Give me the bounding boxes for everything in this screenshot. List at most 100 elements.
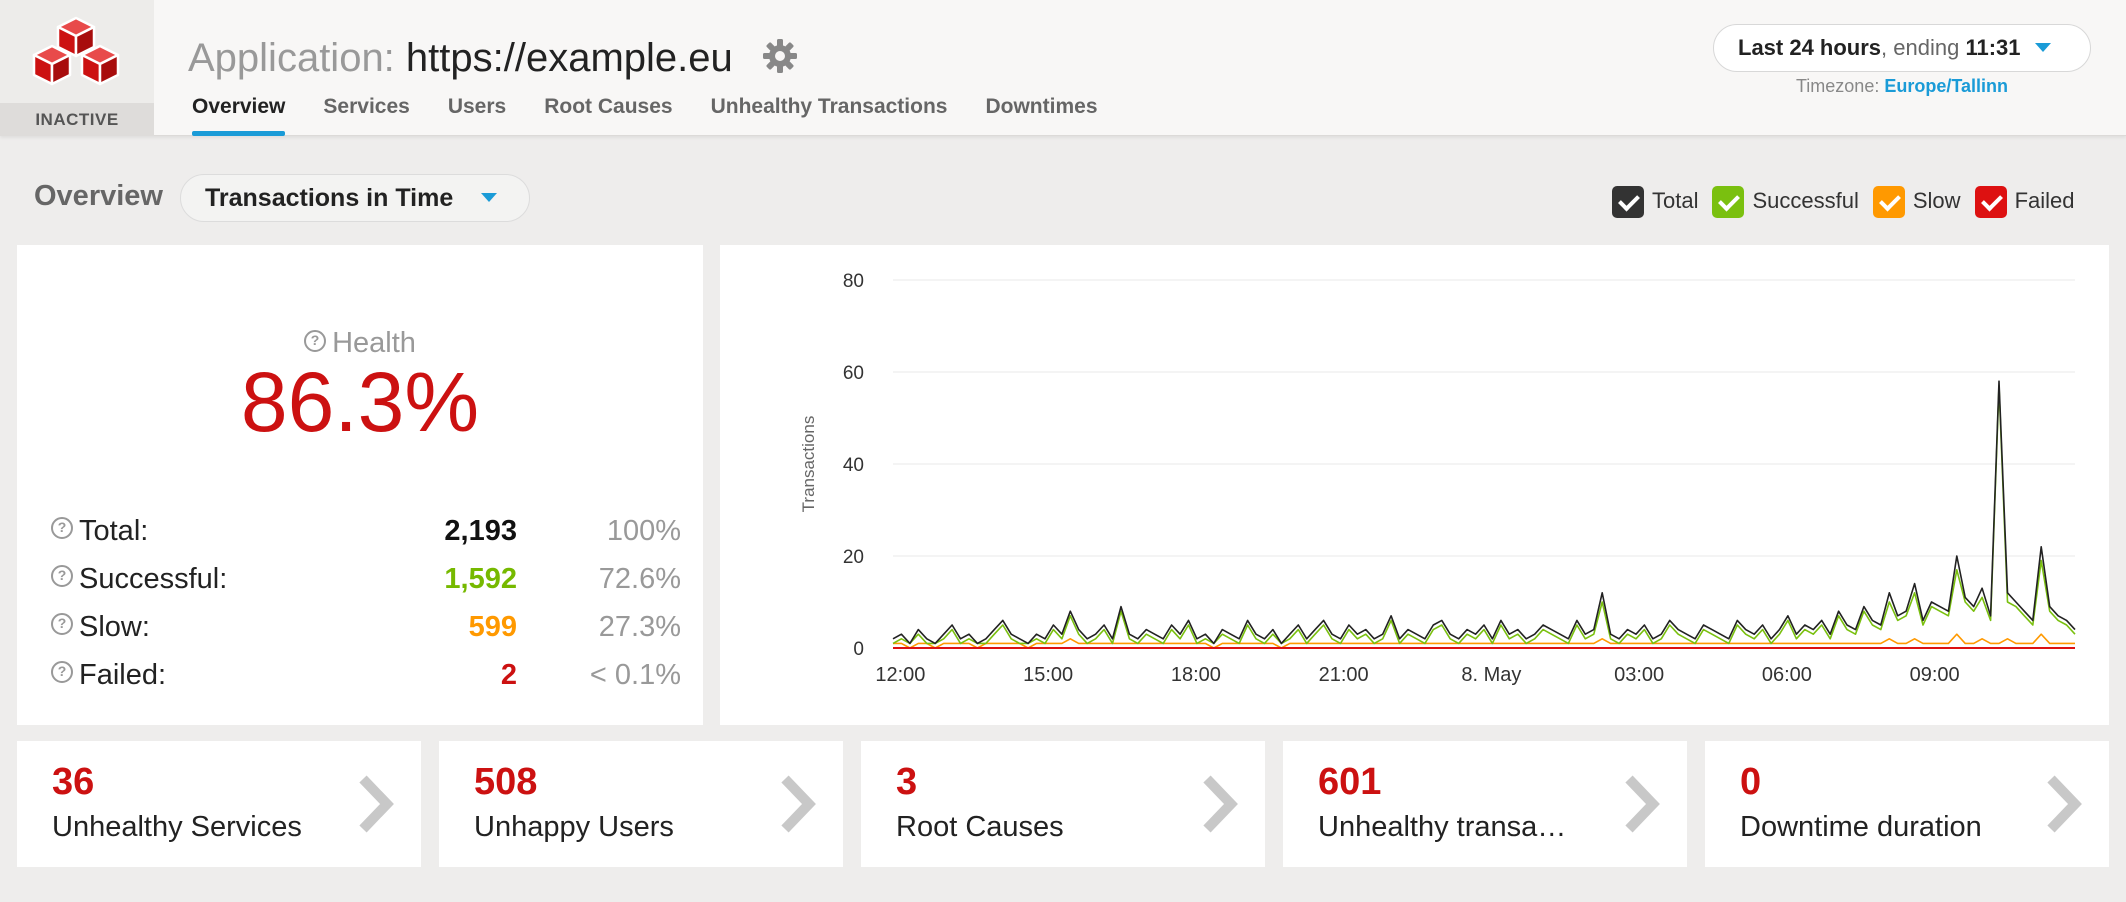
- tile-downtime-duration[interactable]: 0 Downtime duration: [1705, 741, 2109, 867]
- app-url: https://example.eu: [405, 36, 733, 80]
- checkbox-checked-icon: [1612, 186, 1644, 218]
- caret-down-icon: [481, 192, 498, 202]
- app-status-label: INACTIVE: [0, 103, 154, 136]
- series-line-total: [892, 380, 2076, 645]
- legend-successful[interactable]: Successful: [1712, 186, 1859, 218]
- legend-failed[interactable]: Failed: [1974, 186, 2075, 218]
- stat-percent: 100%: [606, 515, 681, 547]
- checkbox-checked-icon: [1974, 186, 2007, 218]
- checkbox-checked-icon: [1712, 186, 1745, 218]
- chevron-right-icon: [1625, 775, 1660, 833]
- main-tabs: Overview Services Users Root Causes Unhealth…: [192, 92, 1136, 136]
- x-tick-label: 18:00: [1171, 664, 1221, 686]
- chevron-right-icon: [781, 775, 816, 833]
- chart-legend: Total Successful Slow Failed: [1612, 186, 2074, 218]
- tab-users[interactable]: Users: [447, 95, 507, 118]
- x-tick-label: 12:00: [875, 664, 925, 686]
- tile-label: Unhealthy Services: [52, 811, 302, 843]
- stat-percent: 72.6%: [598, 563, 681, 595]
- x-tick-label: 03:00: [1614, 664, 1664, 686]
- y-tick-label: 0: [853, 639, 864, 660]
- health-stats: ? Total: 2,193 100% ? Successful: 1,592 72…: [51, 515, 681, 707]
- tab-downtimes[interactable]: Downtimes: [985, 95, 1098, 118]
- time-range-ending-text: , ending: [1881, 35, 1966, 60]
- tab-services[interactable]: Services: [323, 95, 410, 118]
- stat-percent: < 0.1%: [589, 659, 681, 691]
- tile-value: 0: [1740, 761, 1762, 803]
- app-title-label: Application:: [188, 36, 406, 80]
- tile-unhealthy-transactions[interactable]: 601 Unhealthy transa…: [1283, 741, 1687, 867]
- health-card: ? Health 86.3% ? Total: 2,193 100% ? Succes…: [17, 245, 703, 725]
- stat-name: Failed:: [79, 659, 167, 691]
- tile-label: Downtime duration: [1740, 811, 1982, 843]
- tile-value: 508: [474, 761, 538, 803]
- y-tick-label: 60: [843, 363, 864, 384]
- x-tick-label: 21:00: [1319, 664, 1369, 686]
- y-tick-label: 80: [843, 271, 864, 292]
- timezone-label: Timezone:: [1795, 76, 1885, 96]
- chevron-right-icon: [359, 775, 394, 833]
- app-logo-box[interactable]: INACTIVE: [0, 0, 154, 136]
- help-icon[interactable]: ?: [304, 330, 327, 353]
- stat-value: 599: [468, 611, 517, 643]
- view-select-dropdown[interactable]: Transactions in Time: [180, 174, 530, 222]
- overview-label: Overview: [34, 180, 163, 212]
- app-header: INACTIVE Application: https://example.eu…: [0, 0, 2126, 136]
- stat-row-failed: ? Failed: 2 < 0.1%: [51, 659, 681, 707]
- tile-unhappy-users[interactable]: 508 Unhappy Users: [439, 741, 843, 867]
- time-range-selector[interactable]: Last 24 hours, ending 11:31: [1713, 24, 2091, 72]
- health-value: 86.3%: [240, 355, 480, 449]
- chevron-right-icon: [2047, 775, 2082, 833]
- legend-label: Slow: [1912, 187, 1961, 213]
- stat-percent: 27.3%: [598, 611, 681, 643]
- time-range-period: Last 24 hours: [1738, 35, 1882, 60]
- tile-label: Root Causes: [896, 811, 1064, 843]
- gear-icon[interactable]: [762, 38, 798, 74]
- help-icon[interactable]: ?: [51, 565, 73, 588]
- view-select-value: Transactions in Time: [205, 184, 454, 212]
- stat-name: Successful:: [79, 563, 228, 595]
- timezone-link[interactable]: Europe/Tallinn: [1884, 76, 2009, 96]
- stat-row-slow: ? Slow: 599 27.3%: [51, 611, 681, 659]
- caret-down-icon: [2034, 42, 2051, 52]
- tile-label: Unhealthy transa…: [1318, 811, 1567, 843]
- x-tick-label: 09:00: [1910, 664, 1960, 686]
- tile-label: Unhappy Users: [474, 811, 674, 843]
- cubes-logo-icon: [32, 16, 120, 86]
- help-icon[interactable]: ?: [51, 661, 73, 684]
- stat-row-successful: ? Successful: 1,592 72.6%: [51, 563, 681, 611]
- tab-unhealthy-transactions[interactable]: Unhealthy Transactions: [710, 95, 948, 118]
- chevron-right-icon: [1203, 775, 1238, 833]
- legend-label: Failed: [2014, 187, 2075, 213]
- series-line-successful: [892, 385, 2076, 645]
- legend-label: Successful: [1752, 187, 1859, 213]
- transactions-chart[interactable]: 0 20 40 60 80 12:00 15:00 18:00 21:00 8. May 03:00…: [720, 245, 2109, 725]
- stat-value: 2: [500, 659, 517, 691]
- tile-value: 3: [896, 761, 918, 803]
- legend-slow[interactable]: Slow: [1872, 186, 1961, 218]
- tab-overview[interactable]: Overview: [192, 92, 286, 136]
- stat-name: Slow:: [79, 611, 150, 643]
- tile-value: 36: [52, 761, 95, 803]
- y-tick-label: 40: [843, 455, 864, 476]
- stat-value: 1,592: [444, 563, 517, 595]
- x-tick-label: 8. May: [1461, 664, 1521, 686]
- help-icon[interactable]: ?: [51, 613, 73, 636]
- tab-root-causes[interactable]: Root Causes: [544, 95, 673, 118]
- legend-label: Total: [1652, 187, 1699, 213]
- stat-name: Total:: [79, 515, 149, 547]
- tile-root-causes[interactable]: 3 Root Causes: [861, 741, 1265, 867]
- transactions-chart-card: 0 20 40 60 80 12:00 15:00 18:00 21:00 8. May 03:00…: [720, 245, 2109, 725]
- time-range-end-time: 11:31: [1965, 35, 2021, 60]
- help-icon[interactable]: ?: [51, 517, 73, 540]
- legend-total[interactable]: Total: [1612, 186, 1698, 218]
- tile-value: 601: [1318, 761, 1382, 803]
- stat-row-total: ? Total: 2,193 100%: [51, 515, 681, 563]
- y-tick-label: 20: [843, 547, 864, 568]
- x-tick-label: 15:00: [1023, 664, 1073, 686]
- checkbox-checked-icon: [1872, 186, 1905, 218]
- x-tick-label: 06:00: [1762, 664, 1812, 686]
- timezone-info: Timezone: Europe/Tallinn: [1713, 76, 2091, 97]
- tile-unhealthy-services[interactable]: 36 Unhealthy Services: [17, 741, 421, 867]
- page-title: Application: https://example.eu: [188, 34, 733, 82]
